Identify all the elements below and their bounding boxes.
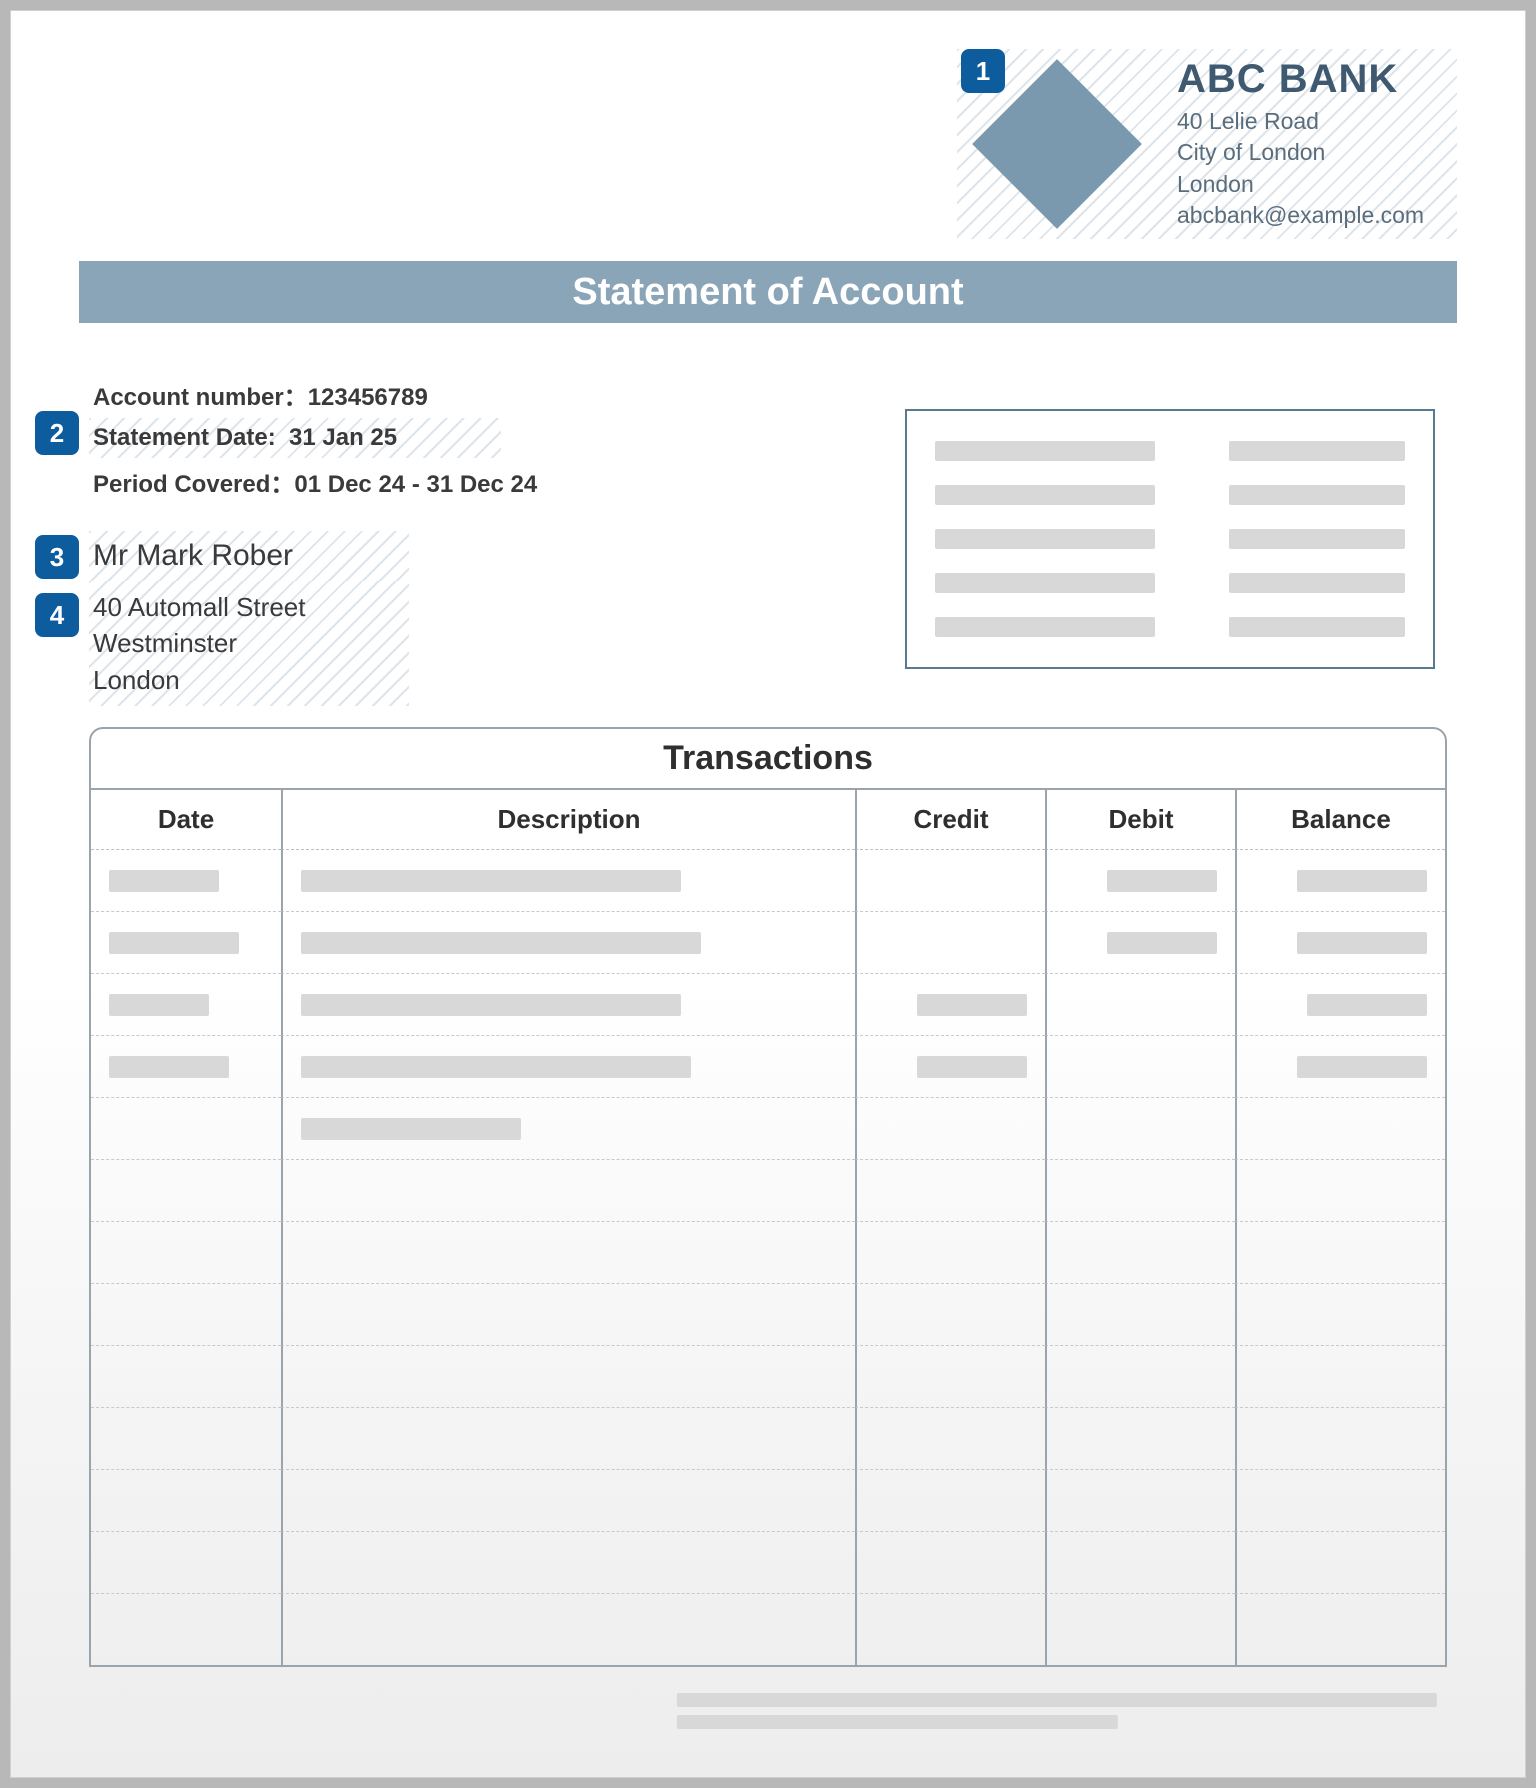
placeholder-bar [935,441,1155,461]
statement-page: 1 2 3 4 ABC BANK 40 Lelie Road City of L… [10,10,1526,1778]
table-row [91,1160,1445,1222]
placeholder-bar [109,1056,229,1078]
placeholder-bar [935,573,1155,593]
callout-3: 3 [35,535,79,579]
placeholder-bar [109,994,209,1016]
col-header-description: Description [281,790,855,850]
table-row [91,1408,1445,1470]
bank-text-block: ABC BANK 40 Lelie Road City of London Lo… [1177,57,1424,230]
transactions-body [91,850,1445,1666]
table-row [91,912,1445,974]
bank-address: 40 Lelie Road City of London London abcb… [1177,106,1424,230]
placeholder-bar [1229,529,1405,549]
recipient-address-line1: 40 Automall Street [93,589,405,625]
placeholder-bar [917,994,1027,1016]
placeholder-bar [1297,932,1427,954]
summary-left-column [935,435,1155,643]
table-row [91,1284,1445,1346]
placeholder-bar [1229,573,1405,593]
placeholder-bar [935,529,1155,549]
document-title-bar: Statement of Account [79,261,1457,323]
recipient-address-line2: Westminster [93,625,405,661]
statement-date-line: Statement Date: 31 Jan 25 [89,418,501,458]
account-number-line: Account number：123456789 [89,371,547,418]
transactions-header-row: Date Description Credit Debit Balance [91,790,1445,850]
table-row [91,1222,1445,1284]
placeholder-bar [301,870,681,892]
placeholder-bar [935,485,1155,505]
recipient-name: Mr Mark Rober [89,531,409,581]
placeholder-bar [917,1056,1027,1078]
placeholder-bar [935,617,1155,637]
table-row [91,974,1445,1036]
col-header-credit: Credit [855,790,1045,850]
placeholder-bar [1297,870,1427,892]
placeholder-bar [1307,994,1427,1016]
placeholder-bar [1107,870,1217,892]
bank-address-line3: London [1177,169,1424,200]
table-row [91,1346,1445,1408]
bank-name: ABC BANK [1177,57,1424,102]
placeholder-bar [301,932,701,954]
bank-address-line2: City of London [1177,137,1424,168]
col-header-debit: Debit [1045,790,1235,850]
placeholder-bar [301,994,681,1016]
placeholder-bar [677,1693,1437,1707]
account-info: Account number：123456789 Statement Date:… [89,371,547,505]
bank-header: ABC BANK 40 Lelie Road City of London Lo… [957,49,1457,239]
recipient-address: 40 Automall Street Westminster London [89,581,409,706]
table-row [91,1036,1445,1098]
table-row [91,1470,1445,1532]
table-row [91,1532,1445,1594]
callout-2: 2 [35,411,79,455]
placeholder-bar [1107,932,1217,954]
placeholder-bar [1229,441,1405,461]
placeholder-bar [1297,1056,1427,1078]
period-covered-line: Period Covered：01 Dec 24 - 31 Dec 24 [89,458,547,505]
summary-right-column [1185,435,1405,643]
col-header-date: Date [91,790,281,850]
placeholder-bar [1229,485,1405,505]
footer-placeholder [677,1685,1437,1737]
transactions-title: Transactions [91,729,1445,790]
summary-box [905,409,1435,669]
placeholder-bar [677,1715,1118,1729]
placeholder-bar [1229,617,1405,637]
callout-4: 4 [35,593,79,637]
placeholder-bar [301,1056,691,1078]
placeholder-bar [301,1118,521,1140]
recipient-address-line3: London [93,662,405,698]
table-row [91,1098,1445,1160]
table-row [91,1594,1445,1666]
recipient-block: Mr Mark Rober 40 Automall Street Westmin… [89,531,409,706]
table-row [91,850,1445,912]
col-header-balance: Balance [1235,790,1445,850]
bank-email: abcbank@example.com [1177,200,1424,231]
callout-1: 1 [961,49,1005,93]
placeholder-bar [109,932,239,954]
placeholder-bar [109,870,219,892]
bank-address-line1: 40 Lelie Road [1177,106,1424,137]
transactions-table: Transactions Date Description Credit Deb… [89,727,1447,1667]
